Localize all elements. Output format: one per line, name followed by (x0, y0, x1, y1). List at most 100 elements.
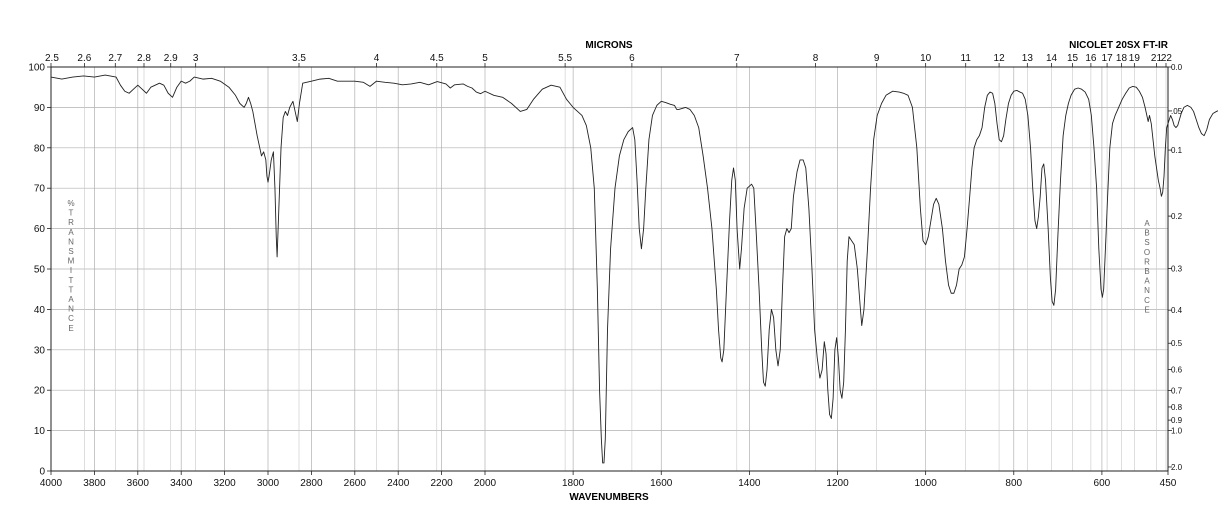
micron-tick-label: 2.8 (137, 53, 151, 64)
axis-title-letter: B (1144, 229, 1149, 238)
micron-tick-label: 15 (1067, 53, 1079, 64)
micron-tick-label: 2.5 (45, 53, 59, 64)
micron-tick-label: 3 (193, 53, 199, 64)
x-tick-label: 2800 (300, 478, 323, 489)
y-tick-label: 30 (34, 345, 46, 356)
axis-title-letter: R (68, 218, 74, 227)
x-tick-label: 1000 (915, 478, 938, 489)
micron-tick-label: 3.5 (292, 53, 306, 64)
axis-title-letter: A (68, 295, 74, 304)
micron-tick-label: 19 (1129, 53, 1141, 64)
micron-tick-label: 5 (482, 53, 488, 64)
x-tick-label: 450 (1160, 478, 1177, 489)
x-tick-label: 800 (1005, 478, 1022, 489)
grid (51, 67, 1168, 471)
absorbance-tick-label: 0.7 (1171, 386, 1183, 395)
absorbance-tick-label: 0.3 (1171, 265, 1183, 274)
micron-tick-label: 7 (734, 53, 740, 64)
y-tick-label: 100 (28, 63, 45, 74)
axis-title-letter: E (68, 324, 73, 333)
micron-tick-label: 22 (1161, 53, 1173, 64)
absorbance-tick-label: 0.9 (1171, 416, 1183, 425)
x-axis-title: WAVENUMBERS (569, 492, 649, 503)
instrument-label: NICOLET 20SX FT-IR (1069, 40, 1169, 51)
axis-title-letter: B (1144, 267, 1149, 276)
absorbance-tick-label: 0.5 (1171, 339, 1183, 348)
micron-tick-label: 13 (1022, 53, 1034, 64)
micron-tick-label: 18 (1116, 53, 1128, 64)
y-tick-label: 40 (34, 305, 46, 316)
micron-tick-label: 10 (920, 53, 932, 64)
x-tick-label: 3200 (213, 478, 236, 489)
micron-tick-label: 8 (813, 53, 819, 64)
axis-title-letter: S (1144, 238, 1149, 247)
absorbance-tick-label: 2.0 (1171, 463, 1183, 472)
x-tick-label: 2400 (387, 478, 410, 489)
axis-title-letter: A (1144, 219, 1150, 228)
x-tick-label: 1200 (826, 478, 849, 489)
axis-title-letter: T (69, 276, 74, 285)
axis-title-letter: S (68, 247, 73, 256)
x-tick-label: 1600 (650, 478, 673, 489)
axis-title-letter: N (68, 237, 74, 246)
micron-tick-label: 21 (1151, 53, 1163, 64)
axis-title-letter: N (68, 305, 74, 314)
axis-title-letter: A (68, 228, 74, 237)
absorbance-tick-label: 0.4 (1171, 306, 1183, 315)
micron-tick-label: 11 (961, 53, 972, 64)
axis-title-letter: N (1144, 286, 1150, 295)
micron-tick-label: 17 (1102, 53, 1114, 64)
x-tick-label: 3600 (127, 478, 150, 489)
micron-tick-label: 5.5 (558, 53, 572, 64)
micron-tick-label: 14 (1046, 53, 1058, 64)
axis-title-letter: O (1144, 248, 1150, 257)
x-tick-label: 1400 (738, 478, 761, 489)
y-tick-label: 70 (34, 184, 46, 195)
x-tick-label: 600 (1094, 478, 1111, 489)
x-tick-label: 3000 (257, 478, 280, 489)
micron-tick-label: 2.6 (77, 53, 91, 64)
absorbance-tick-label: 0.2 (1171, 212, 1183, 221)
y-tick-labels: 0 10 20 30 40 50 60 70 80 90 100 (28, 63, 51, 478)
micron-tick-label: 4.5 (430, 53, 444, 64)
micron-tick-label: 2.7 (108, 53, 122, 64)
micron-tick-label: 16 (1085, 53, 1097, 64)
micron-tick-label: 2.9 (164, 53, 178, 64)
axis-title-letter: T (69, 209, 74, 218)
y-tick-label: 90 (34, 103, 46, 114)
axis-title-letter: E (1144, 305, 1149, 314)
x-tick-labels: 4000 3800 3600 3400 3200 3000 2800 2600 2400 2200… (40, 471, 1177, 489)
absorbance-tick-label: 0.1 (1171, 146, 1183, 155)
absorbance-tick-label: 0.8 (1171, 403, 1183, 412)
axis-title-letter: % (67, 199, 74, 208)
micron-tick-label: 12 (994, 53, 1006, 64)
y-tick-label: 80 (34, 143, 46, 154)
y-tick-label: 0 (39, 467, 45, 478)
absorbance-tick-label: 1.0 (1171, 427, 1183, 436)
x-tick-label: 3800 (83, 478, 106, 489)
absorbance-tick-label: .05 (1171, 107, 1183, 116)
absorbance-tick-labels: 0.0 .05 0.1 0.2 0.3 0.4 0.5 0.6 0.7 0.8 0.9 1.0 2.0 (1168, 63, 1183, 472)
series-layer (50, 74, 1218, 464)
micron-tick-label: 6 (629, 53, 635, 64)
axis-title-letter: M (68, 257, 75, 266)
y-tick-label: 60 (34, 224, 46, 235)
micron-tick-labels: 2.5 2.6 2.7 2.8 2.9 3 3.5 4 4.5 5 5.5 6 7 8 9 10 11 12 13 1… (45, 53, 1172, 67)
axis-title-letter: A (1144, 277, 1150, 286)
top-axis-title: MICRONS (585, 40, 633, 51)
x-tick-label: 2200 (430, 478, 453, 489)
absorbance-tick-label: 0.0 (1171, 63, 1183, 72)
x-tick-label: 2600 (344, 478, 367, 489)
spectrum-line (50, 74, 1218, 464)
micron-tick-label: 9 (874, 53, 880, 64)
axis-title-letter: C (68, 314, 74, 323)
x-tick-label: 1800 (562, 478, 585, 489)
axis-title-letter: I (70, 266, 72, 275)
absorbance-tick-label: 0.6 (1171, 366, 1183, 375)
y-tick-label: 20 (34, 386, 46, 397)
x-tick-label: 3400 (170, 478, 193, 489)
